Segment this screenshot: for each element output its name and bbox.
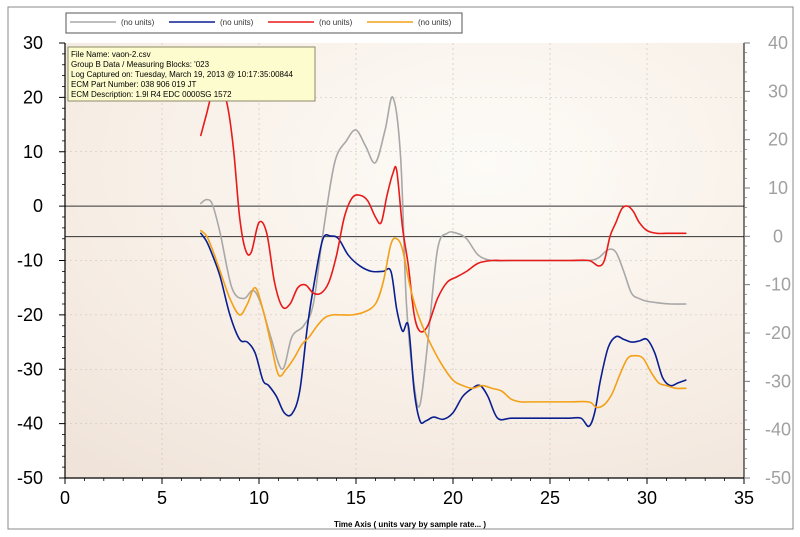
- right-tick-label: -30: [765, 371, 791, 391]
- x-axis-label: Time Axis ( units vary by sample rate...…: [334, 520, 486, 529]
- info-line-4: ECM Part Number: 038 906 019 JT: [71, 80, 197, 89]
- tick-marks: [59, 42, 750, 484]
- right-tick-label: 20: [768, 130, 788, 150]
- x-tick-label: 30: [637, 488, 657, 508]
- left-tick-label: 30: [23, 33, 43, 53]
- right-tick-label: -40: [765, 420, 791, 440]
- right-tick-label: 40: [768, 33, 788, 53]
- info-line-3: Log Captured on: Tuesday, March 19, 2013…: [71, 70, 293, 79]
- info-line-1: File Name: vaon-2.csv: [71, 50, 151, 59]
- left-tick-label: -10: [17, 251, 43, 271]
- x-tick-label: 5: [157, 488, 167, 508]
- x-tick-label: 0: [60, 488, 70, 508]
- x-tick-label: 35: [734, 488, 754, 508]
- right-tick-label: 10: [768, 178, 788, 198]
- series-line-3: [200, 79, 687, 333]
- left-tick-label: -40: [17, 414, 43, 434]
- series-line-4: [200, 229, 687, 409]
- left-tick-label: -50: [17, 468, 43, 488]
- legend-label-4: (no units): [418, 18, 452, 27]
- left-tick-label: 20: [23, 87, 43, 107]
- info-line-2: Group B Data / Measuring Blocks: '023: [71, 60, 210, 69]
- x-tick-label: 15: [346, 488, 366, 508]
- right-tick-label: 30: [768, 81, 788, 101]
- left-tick-label: 0: [33, 196, 43, 216]
- info-line-5: ECM Description: 1.9l R4 EDC 0000SG 1572: [71, 90, 232, 99]
- legend-label-3: (no units): [319, 18, 353, 27]
- x-tick-label: 10: [249, 488, 269, 508]
- right-tick-label: -50: [765, 468, 791, 488]
- right-tick-label: -20: [765, 323, 791, 343]
- left-tick-label: 10: [23, 142, 43, 162]
- left-tick-label: -30: [17, 359, 43, 379]
- left-tick-labels: 30 20 10 0 -10 -20 -30 -40 -50: [17, 33, 43, 488]
- legend-box: [65, 12, 463, 34]
- series-line-2: [200, 232, 687, 428]
- right-tick-labels: 40 30 20 10 0 -10 -20 -30 -40 -50: [765, 33, 791, 488]
- x-tick-label: 20: [443, 488, 463, 508]
- legend-label-1: (no units): [121, 18, 155, 27]
- legend[interactable]: (no units) (no units) (no units) (no units): [65, 12, 463, 34]
- right-tick-label: -10: [765, 275, 791, 295]
- x-tick-labels: 0 5 10 15 20 25 30 35: [60, 488, 754, 508]
- x-tick-label: 25: [540, 488, 560, 508]
- info-box-background: [67, 46, 316, 102]
- right-tick-label: 0: [773, 226, 783, 246]
- legend-label-2: (no units): [220, 18, 254, 27]
- series-lines: [200, 79, 687, 428]
- left-tick-label: -20: [17, 305, 43, 325]
